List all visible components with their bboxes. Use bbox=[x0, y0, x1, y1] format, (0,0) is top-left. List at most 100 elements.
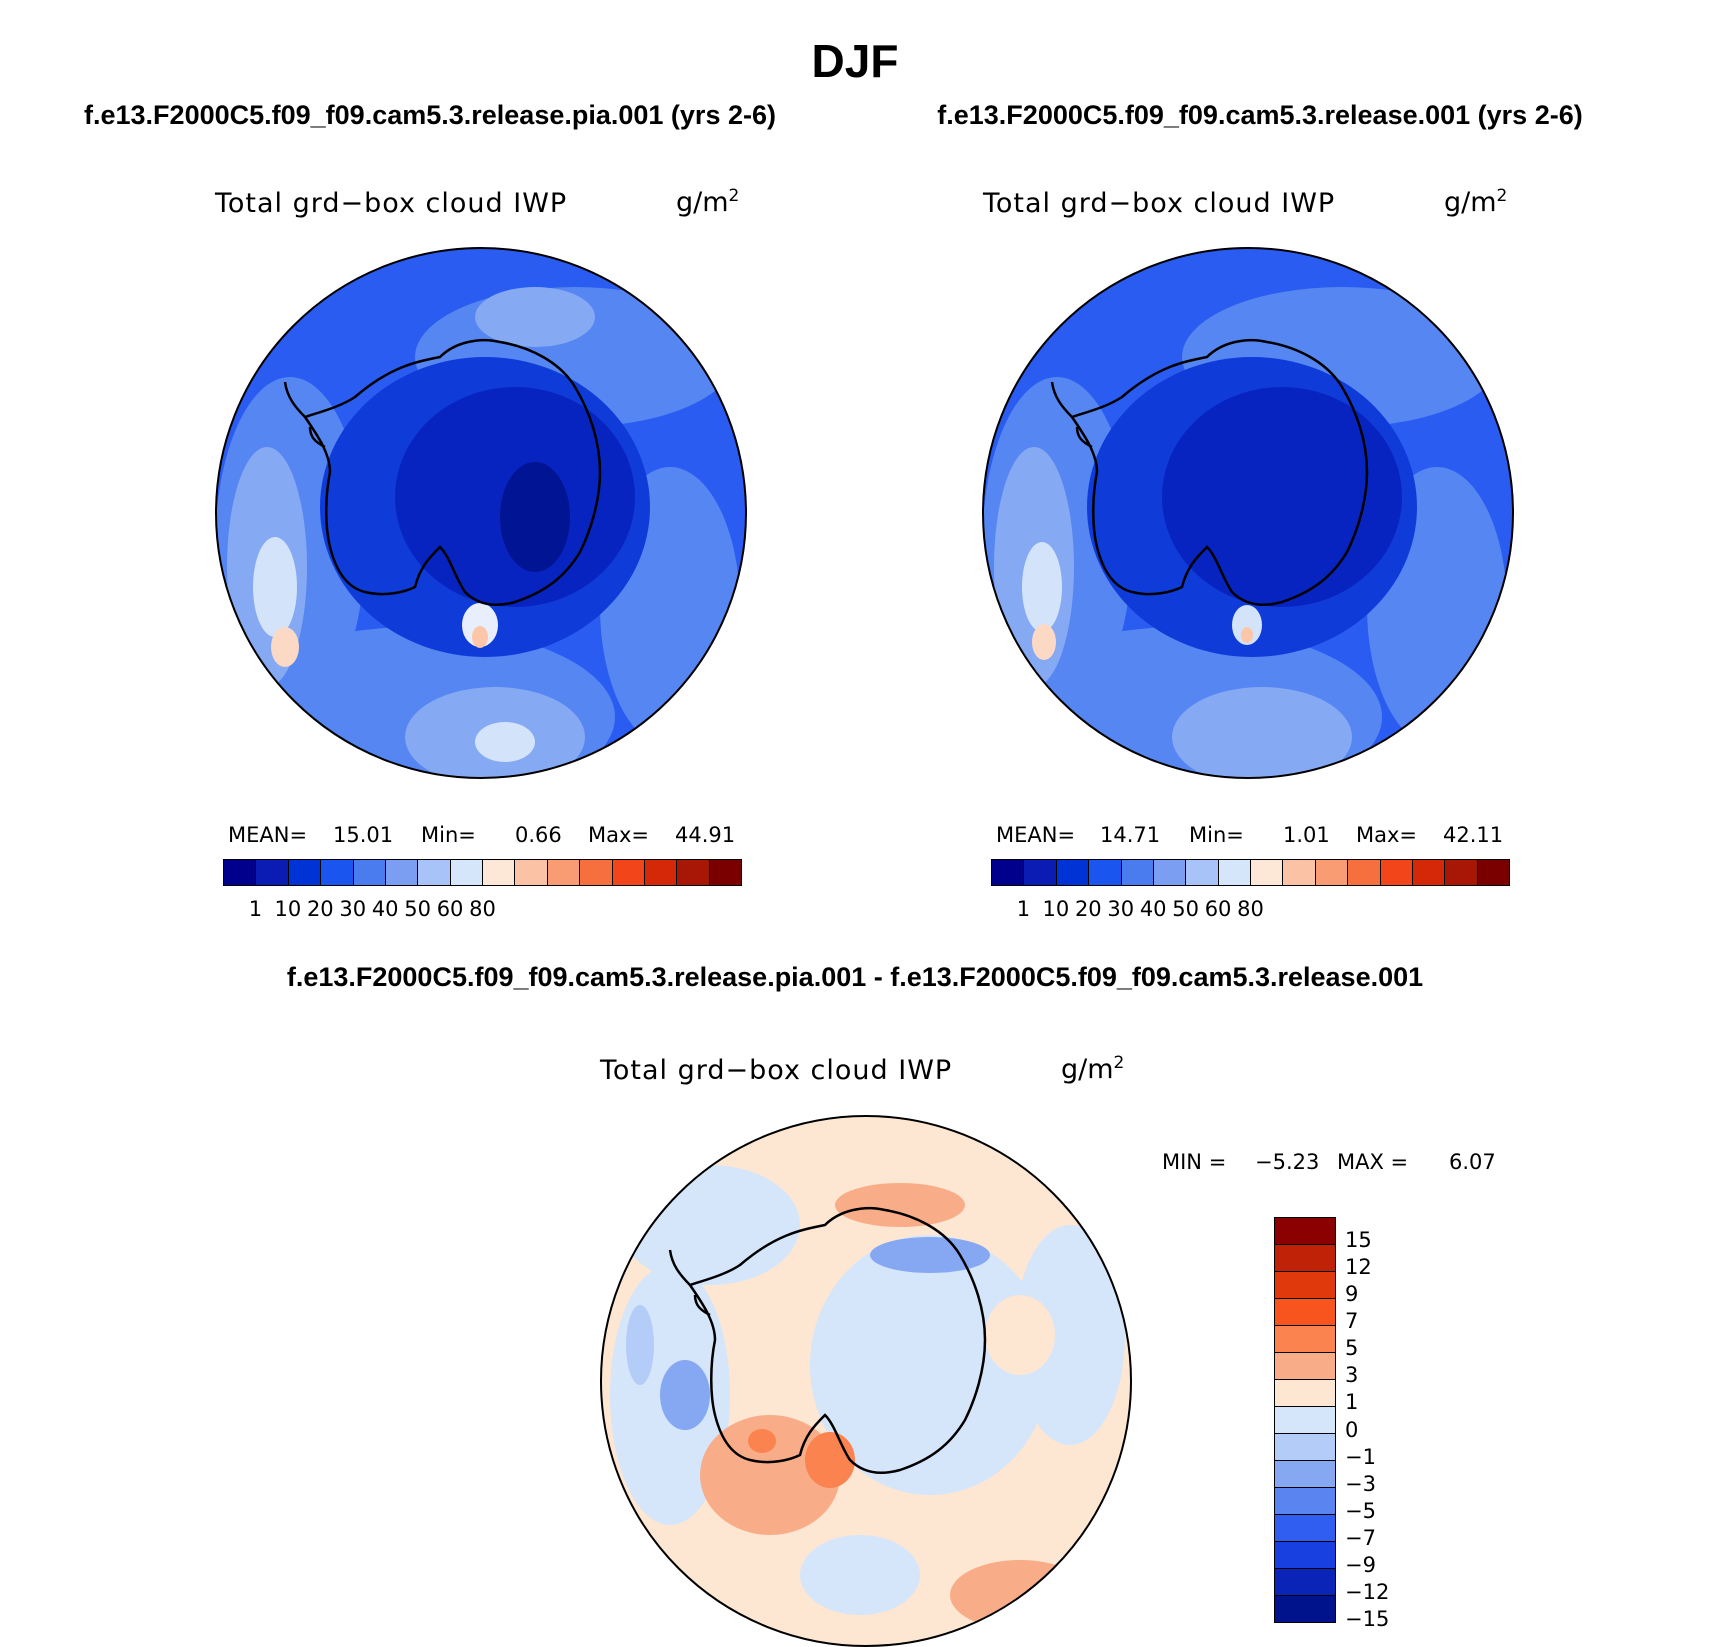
right-colorbar-swatch bbox=[1218, 860, 1251, 885]
right-min-label: Min= bbox=[1189, 823, 1244, 847]
left-colorbar-tick-label: 10 bbox=[274, 897, 302, 921]
left-variable-label: Total grd−box cloud IWP bbox=[215, 188, 568, 219]
difference-colorbar-tick-label: −1 bbox=[1345, 1444, 1376, 1469]
right-colorbar-swatch bbox=[1089, 860, 1122, 885]
difference-colorbar-swatch bbox=[1275, 1272, 1335, 1299]
difference-colorbar-swatch bbox=[1275, 1515, 1335, 1542]
diff-variable-label: Total grd−box cloud IWP bbox=[600, 1055, 953, 1086]
right-variable-label: Total grd−box cloud IWP bbox=[983, 188, 1336, 219]
right-colorbar-tick-label: 40 bbox=[1139, 897, 1167, 921]
difference-colorbar bbox=[1274, 1217, 1336, 1623]
difference-polar-map bbox=[600, 1115, 1132, 1647]
right-mean-value: 14.71 bbox=[1100, 823, 1161, 847]
right-max-value: 42.11 bbox=[1443, 823, 1504, 847]
diff-min-value: −5.23 bbox=[1255, 1150, 1320, 1174]
right-colorbar-swatch bbox=[1348, 860, 1381, 885]
difference-colorbar-tick-label: 5 bbox=[1345, 1336, 1359, 1361]
difference-colorbar-tick-label: −3 bbox=[1345, 1471, 1376, 1496]
left-mean-value: 15.01 bbox=[333, 823, 394, 847]
left-colorbar-swatch bbox=[321, 860, 354, 885]
right-colorbar-tick-label: 60 bbox=[1204, 897, 1232, 921]
right-colorbar-tick-label: 1 bbox=[1016, 897, 1031, 921]
right-polar-map bbox=[982, 247, 1514, 779]
left-colorbar bbox=[223, 859, 742, 886]
difference-colorbar-tick-label: −7 bbox=[1345, 1525, 1376, 1550]
left-colorbar-swatch bbox=[709, 860, 741, 885]
left-colorbar-tick-label: 1 bbox=[248, 897, 263, 921]
left-colorbar-swatch bbox=[224, 860, 257, 885]
left-colorbar-swatch bbox=[547, 860, 581, 885]
right-colorbar-tick-label: 30 bbox=[1107, 897, 1135, 921]
left-units-label: g/m2 bbox=[676, 186, 740, 218]
left-colorbar-swatch bbox=[256, 860, 289, 885]
left-colorbar-swatch bbox=[450, 860, 483, 885]
difference-colorbar-swatch bbox=[1275, 1218, 1335, 1245]
right-colorbar-swatch bbox=[1024, 860, 1057, 885]
page-title: DJF bbox=[811, 35, 899, 87]
right-units-label: g/m2 bbox=[1444, 186, 1508, 218]
difference-colorbar-swatch bbox=[1275, 1461, 1335, 1488]
difference-colorbar-swatch bbox=[1275, 1407, 1335, 1434]
difference-colorbar-swatch bbox=[1275, 1380, 1335, 1407]
difference-colorbar-tick-label: −15 bbox=[1345, 1607, 1390, 1631]
right-colorbar-swatch bbox=[992, 860, 1025, 885]
difference-colorbar-tick-label: 3 bbox=[1345, 1363, 1359, 1388]
difference-colorbar-swatch bbox=[1275, 1596, 1335, 1622]
difference-colorbar-swatch bbox=[1275, 1434, 1335, 1461]
right-colorbar-swatch bbox=[1283, 860, 1316, 885]
difference-colorbar-swatch bbox=[1275, 1353, 1335, 1380]
difference-title: f.e13.F2000C5.f09_f09.cam5.3.release.pia… bbox=[286, 962, 1424, 992]
left-min-value: 0.66 bbox=[515, 823, 562, 847]
left-colorbar-swatch bbox=[483, 860, 516, 885]
difference-colorbar-tick-label: −12 bbox=[1345, 1579, 1390, 1604]
right-colorbar-swatch bbox=[1412, 860, 1446, 885]
difference-colorbar-swatch bbox=[1275, 1488, 1335, 1515]
left-colorbar-swatch bbox=[385, 860, 419, 885]
left-colorbar-tick-label: 50 bbox=[404, 897, 431, 921]
diff-min-label: MIN = bbox=[1162, 1150, 1227, 1174]
left-case-title: f.e13.F2000C5.f09_f09.cam5.3.release.pia… bbox=[84, 100, 776, 130]
left-colorbar-swatch bbox=[677, 860, 710, 885]
difference-colorbar-tick-label: 0 bbox=[1345, 1417, 1359, 1442]
right-colorbar-tick-label: 10 bbox=[1042, 897, 1070, 921]
left-colorbar-swatch bbox=[580, 860, 613, 885]
right-colorbar-swatch bbox=[1056, 860, 1090, 885]
right-colorbar-swatch bbox=[1251, 860, 1284, 885]
left-colorbar-tick-label: 30 bbox=[339, 897, 367, 921]
difference-colorbar-swatch bbox=[1275, 1299, 1335, 1326]
diff-max-value: 6.07 bbox=[1449, 1150, 1496, 1174]
right-mean-label: MEAN= bbox=[996, 823, 1076, 847]
difference-colorbar-tick-label: 7 bbox=[1345, 1309, 1359, 1334]
left-colorbar-swatch bbox=[612, 860, 645, 885]
right-case-title: f.e13.F2000C5.f09_f09.cam5.3.release.001… bbox=[937, 100, 1583, 130]
left-colorbar-tick-label: 40 bbox=[371, 897, 399, 921]
left-colorbar-swatch bbox=[515, 860, 548, 885]
left-colorbar-tick-label: 60 bbox=[436, 897, 464, 921]
difference-colorbar-tick-label: 15 bbox=[1345, 1228, 1372, 1253]
left-colorbar-swatch bbox=[418, 860, 451, 885]
left-colorbar-swatch bbox=[644, 860, 678, 885]
difference-colorbar-tick-label: 12 bbox=[1345, 1255, 1372, 1280]
left-colorbar-swatch bbox=[288, 860, 322, 885]
right-colorbar bbox=[991, 859, 1510, 886]
left-polar-map bbox=[215, 247, 747, 779]
right-colorbar-tick-label: 20 bbox=[1074, 897, 1102, 921]
right-colorbar-swatch bbox=[1121, 860, 1154, 885]
right-colorbar-swatch bbox=[1477, 860, 1509, 885]
left-min-label: Min= bbox=[421, 823, 476, 847]
diff-max-label: MAX = bbox=[1337, 1150, 1409, 1174]
left-colorbar-swatch bbox=[353, 860, 386, 885]
right-max-label: Max= bbox=[1356, 823, 1418, 847]
difference-colorbar-swatch bbox=[1275, 1326, 1335, 1353]
difference-colorbar-swatch bbox=[1275, 1542, 1335, 1569]
right-colorbar-tick-label: 50 bbox=[1172, 897, 1199, 921]
right-colorbar-swatch bbox=[1186, 860, 1219, 885]
difference-colorbar-tick-label: 9 bbox=[1345, 1282, 1359, 1307]
left-max-value: 44.91 bbox=[675, 823, 736, 847]
left-colorbar-tick-label: 80 bbox=[469, 897, 496, 921]
right-colorbar-swatch bbox=[1380, 860, 1413, 885]
diff-units-label: g/m2 bbox=[1061, 1053, 1125, 1085]
right-colorbar-swatch bbox=[1315, 860, 1349, 885]
right-colorbar-swatch bbox=[1153, 860, 1187, 885]
right-colorbar-swatch bbox=[1445, 860, 1478, 885]
